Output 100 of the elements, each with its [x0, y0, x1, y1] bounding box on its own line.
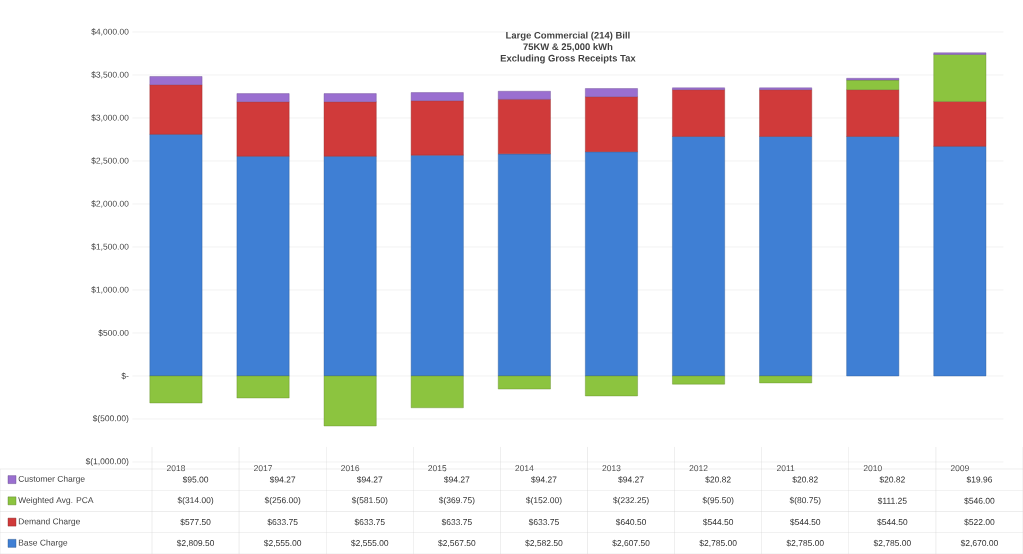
y-tick-label: $1,500.00: [91, 243, 129, 251]
data-label: $633.75: [441, 518, 472, 526]
bar: [149, 375, 203, 404]
bar: [236, 156, 290, 377]
bar: [672, 136, 725, 377]
bar: [498, 375, 551, 390]
data-label: $544.50: [877, 518, 908, 526]
bar: [236, 101, 290, 157]
data-label: $577.50: [180, 518, 211, 526]
bar: [759, 136, 812, 377]
bar: [585, 96, 638, 152]
bar: [933, 101, 987, 147]
bar: [236, 93, 290, 102]
data-label: $94.27: [356, 476, 383, 484]
y-tick-label: $500.00: [98, 329, 129, 337]
y-tick-label: $2,500.00: [91, 157, 129, 165]
data-label: $2,809.50: [176, 539, 215, 548]
data-label: $2,555.00: [263, 539, 302, 548]
data-label: $633.75: [267, 518, 298, 526]
bar: [933, 146, 987, 377]
bar: [672, 89, 725, 137]
x-tick-label: 2009: [950, 465, 969, 472]
data-label: $544.50: [790, 518, 821, 526]
annotation: Excluding Gross Receipts Tax: [500, 54, 636, 64]
x-tick-label: 2016: [341, 465, 360, 472]
x-tick-label: 2015: [428, 465, 447, 472]
data-label: $19.96: [966, 476, 993, 484]
data-label: $2,607.50: [612, 539, 650, 548]
legend-label: Customer Charge: [18, 475, 85, 484]
bar: [410, 100, 464, 156]
bar: [149, 134, 203, 377]
legend-label: Base Charge: [18, 539, 68, 548]
x-tick-label: 2010: [863, 465, 882, 472]
bar: [672, 375, 725, 385]
data-label: $2,785.00: [699, 539, 737, 548]
bar: [323, 101, 377, 157]
data-label: $633.75: [354, 518, 385, 526]
bar: [149, 84, 203, 135]
data-label: $(314.00): [177, 496, 214, 505]
bar: [846, 89, 900, 137]
y-tick-label: $(500.00): [92, 414, 129, 423]
bar: [498, 91, 551, 100]
data-label: $2,567.50: [438, 539, 476, 548]
data-label: $20.82: [705, 476, 731, 484]
data-label: $(581.50): [351, 496, 388, 505]
y-tick-label: $(1,000.00): [85, 457, 129, 466]
bar: [585, 88, 638, 97]
bar: [846, 79, 900, 90]
data-label: $2,785.00: [873, 539, 911, 548]
bar: [846, 136, 900, 377]
y-tick-label: $4,000.00: [91, 28, 129, 36]
text: 75KW & 25,000 kWh: [523, 43, 613, 52]
data-label: $2,555.00: [351, 539, 389, 548]
bar: [759, 375, 812, 384]
x-tick-label: 2014: [515, 465, 534, 472]
x-tick-label: 2017: [254, 465, 273, 472]
x-tick-label: 2012: [689, 465, 708, 472]
bar: [498, 153, 551, 377]
data-label: $20.82: [792, 476, 818, 484]
data-label: $2,785.00: [786, 539, 824, 548]
data-label: $94.27: [618, 476, 644, 484]
data-label: $95.00: [182, 476, 209, 484]
data-label: $(369.75): [438, 496, 475, 505]
bar: [585, 151, 638, 377]
y-tick-label: $3,500.00: [91, 71, 129, 79]
bar: [759, 89, 812, 137]
data-label: $94.27: [269, 476, 296, 484]
data-label: $(80.75): [789, 496, 821, 505]
bar: [410, 375, 464, 408]
bar: [323, 375, 377, 427]
bar: [410, 154, 464, 377]
data-label: $(152.00): [525, 496, 562, 505]
y-tick-label: $1,000.00: [91, 286, 129, 294]
legend-label: Demand Charge: [18, 518, 80, 527]
data-label: $2,582.50: [525, 539, 563, 548]
chart-title: Large Commercial (214) Bill: [506, 31, 630, 41]
y-tick-label: $3,000.00: [91, 114, 129, 122]
data-label: $111.25: [877, 497, 907, 505]
data-label: $640.50: [615, 518, 647, 526]
bar: [585, 375, 638, 397]
bar: [933, 54, 987, 102]
x-tick-label: 2018: [166, 465, 185, 472]
data-label: $94.27: [531, 476, 557, 484]
data-label: $(95.50): [702, 496, 734, 505]
data-label: $544.50: [702, 518, 734, 526]
y-tick-label: $-: [121, 372, 129, 380]
y-tick-label: $2,000.00: [91, 200, 129, 208]
bar: [323, 93, 377, 102]
data-label: $2,670.00: [960, 539, 998, 548]
data-label: $546.00: [964, 497, 995, 505]
bar: [323, 156, 377, 377]
data-label: $522.00: [964, 518, 995, 526]
data-label: $20.82: [879, 476, 905, 484]
data-label: $633.75: [528, 518, 559, 526]
bar: [410, 92, 464, 101]
bar: [236, 375, 290, 399]
x-tick-label: 2011: [776, 465, 795, 472]
data-label: $94.27: [444, 476, 470, 484]
data-label: $(232.25): [613, 496, 649, 505]
data-label: $(256.00): [264, 496, 301, 505]
